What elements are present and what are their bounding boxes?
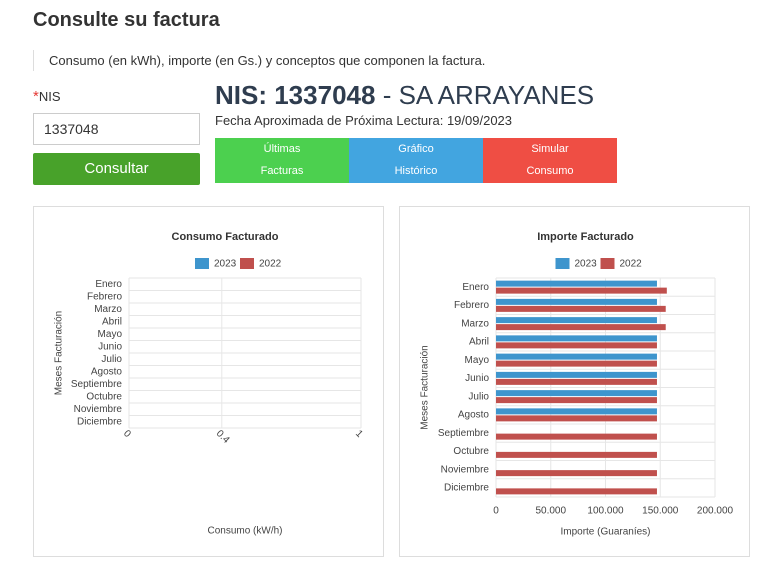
y-tick-label: Julio — [101, 354, 122, 365]
bar — [496, 415, 657, 422]
legend-swatch — [195, 258, 209, 269]
y-tick-label: Noviembre — [441, 464, 490, 475]
x-tick-label: 0 — [121, 428, 133, 440]
y-tick-label: Febrero — [87, 291, 122, 302]
x-tick-label: 1 — [353, 428, 365, 440]
x-tick-label: 150.000 — [642, 506, 679, 517]
bar — [496, 360, 657, 367]
y-tick-label: Octubre — [453, 446, 489, 457]
bar — [496, 287, 667, 294]
bar — [496, 390, 657, 397]
tab-text: Consumo — [526, 165, 574, 177]
chart-title: Consumo Facturado — [172, 231, 279, 243]
bar — [496, 488, 657, 495]
legend-swatch — [240, 258, 254, 269]
legend-swatch — [555, 258, 570, 269]
y-tick-label: Julio — [468, 391, 489, 402]
x-tick-label: 50.000 — [535, 506, 566, 517]
bar — [496, 451, 657, 458]
x-tick-label: 100.000 — [587, 506, 624, 517]
bar — [496, 397, 657, 404]
x-tick-label: 0 — [493, 506, 499, 517]
y-tick-label: Noviembre — [74, 404, 123, 415]
y-axis-title: Meses Facturación — [420, 345, 431, 429]
page-title: Consulte su factura — [33, 9, 220, 31]
y-tick-label: Junio — [98, 341, 122, 352]
y-tick-label: Abril — [102, 316, 122, 327]
nis-label: *NIS — [33, 88, 61, 105]
tab-button[interactable]: Últimas Facturas — [215, 138, 349, 183]
tab-text: Últimas — [263, 143, 301, 155]
chart-title: Importe Facturado — [537, 231, 634, 243]
y-tick-label: Octubre — [86, 391, 122, 402]
consult-button[interactable]: Consultar — [33, 153, 200, 185]
y-tick-label: Diciembre — [444, 483, 489, 494]
bar — [496, 378, 657, 385]
chart-panel: Consumo Facturado 2023 2022 0 0.4 1 Enero Febre… — [33, 206, 384, 557]
bar — [496, 335, 657, 342]
nis-number: NIS: 1337048 — [215, 80, 376, 110]
tab-button[interactable]: Gráfico Histórico — [349, 138, 483, 183]
required-mark: * — [33, 88, 39, 105]
bar — [496, 305, 666, 312]
legend-label: 2023 — [214, 259, 237, 270]
client-name: - SA ARRAYANES — [382, 80, 595, 110]
y-axis-title: Meses Facturación — [54, 311, 65, 395]
y-tick-label: Agosto — [458, 410, 490, 421]
nis-input[interactable]: 1337048 — [33, 113, 200, 145]
x-tick-label: 0.4 — [214, 428, 232, 446]
legend-label: 2022 — [620, 259, 643, 270]
bar — [496, 353, 657, 360]
y-tick-label: Diciembre — [77, 416, 122, 427]
bar — [496, 280, 657, 287]
chart: Consumo Facturado 2023 2022 0 0.4 1 EneroFebre… — [54, 231, 365, 537]
x-tick-label: 200.000 — [697, 506, 734, 517]
y-tick-label: Marzo — [461, 318, 489, 329]
bar — [496, 470, 657, 477]
tab-text: Gráfico — [398, 143, 434, 155]
legend-swatch — [600, 258, 615, 269]
y-tick-label: Septiembre — [71, 379, 123, 390]
chart-panel: Importe Facturado 2023 2022 0 50.000 100.000 1… — [399, 206, 750, 557]
chart: Importe Facturado 2023 2022 0 50.000 100.000 1… — [420, 231, 734, 538]
subtitle: Consumo (en kWh), importe (en Gs.) y con… — [33, 50, 485, 71]
legend-label: 2023 — [575, 259, 598, 270]
bar — [496, 371, 657, 378]
tab-text: Simular — [531, 143, 569, 155]
bar — [496, 342, 657, 349]
nis-heading: NIS: 1337048 - SA ARRAYANES — [215, 80, 594, 111]
reading-date: Fecha Aproximada de Próxima Lectura: 19/… — [215, 113, 513, 128]
bar — [496, 298, 657, 305]
y-tick-label: Junio — [465, 373, 489, 384]
y-tick-label: Mayo — [98, 329, 123, 340]
x-axis-title: Consumo (kW/h) — [207, 526, 282, 537]
y-tick-label: Abril — [469, 337, 489, 348]
legend-label: 2022 — [259, 259, 282, 270]
x-axis-title: Importe (Guaraníes) — [560, 527, 650, 538]
bar — [496, 324, 666, 331]
y-tick-label: Enero — [95, 279, 122, 290]
bar — [496, 317, 657, 324]
y-tick-label: Febrero — [454, 300, 489, 311]
tab-text: Histórico — [394, 165, 438, 177]
bar — [496, 433, 657, 440]
bar — [496, 408, 657, 415]
tab-text: Facturas — [260, 165, 304, 177]
y-tick-label: Enero — [462, 282, 489, 293]
y-tick-label: Septiembre — [438, 428, 490, 439]
y-tick-label: Mayo — [465, 355, 490, 366]
y-tick-label: Agosto — [91, 366, 123, 377]
tab-button[interactable]: Simular Consumo — [483, 138, 617, 183]
y-tick-label: Marzo — [94, 304, 122, 315]
label-text: NIS — [38, 89, 61, 104]
